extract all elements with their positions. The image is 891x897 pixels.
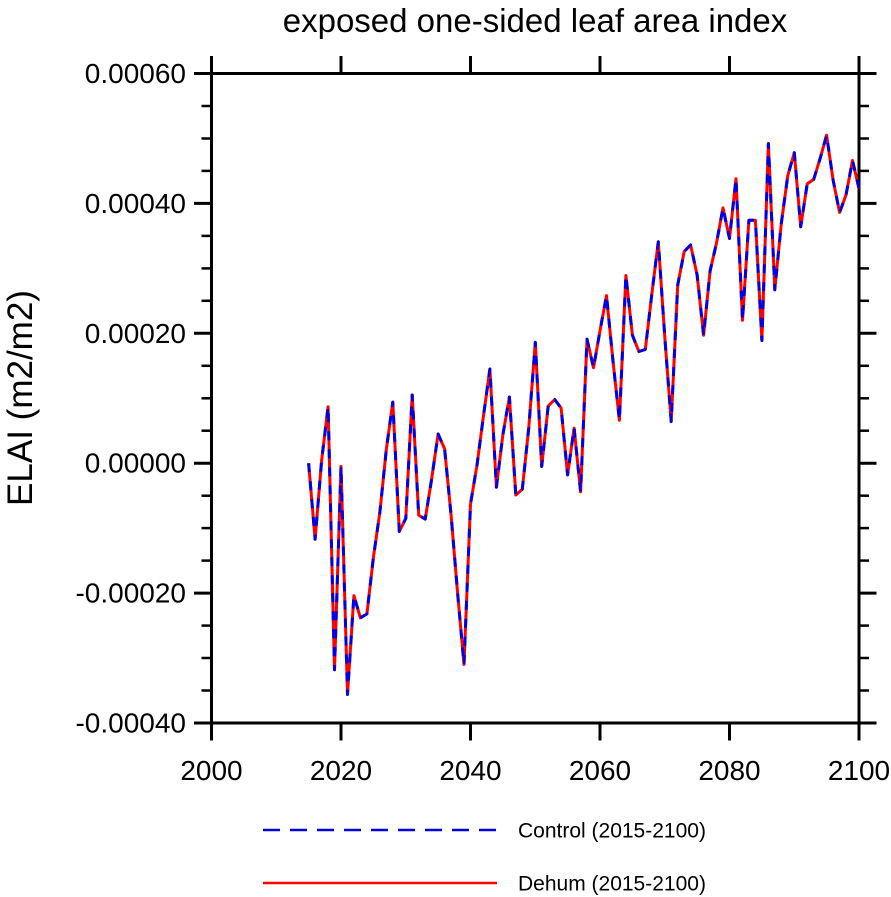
y-tick-label: 0.00000 — [85, 448, 186, 479]
data-series-layer — [307, 133, 861, 696]
x-tick-label: 2100 — [828, 755, 890, 786]
series-line-dehum — [307, 133, 861, 696]
chart-title: exposed one-sided leaf area index — [283, 2, 788, 39]
legend: Control (2015-2100) Dehum (2015-2100) — [263, 820, 706, 896]
y-tick-label: 0.00040 — [85, 188, 186, 219]
y-tick-label: -0.00020 — [75, 578, 186, 609]
legend-label-control: Control (2015-2100) — [518, 820, 706, 843]
x-tick-label: 2040 — [439, 755, 501, 786]
y-axis-label: ELAI (m2/m2) — [1, 290, 40, 506]
x-tick-label: 2060 — [569, 755, 631, 786]
x-tick-label: 2020 — [310, 755, 372, 786]
x-tick-label: 2000 — [180, 755, 242, 786]
y-tick-label: 0.00020 — [85, 318, 186, 349]
y-tick-label: 0.00060 — [85, 58, 186, 89]
legend-label-dehum: Dehum (2015-2100) — [518, 873, 706, 896]
x-tick-label: 2080 — [698, 755, 760, 786]
axes-layer: 0.00060 0.00040 0.00020 0.00000 -0.00020 -0.0… — [75, 56, 890, 786]
series-line-control — [307, 133, 861, 696]
plot-frame — [210, 72, 861, 725]
y-tick-label: -0.00040 — [75, 708, 186, 739]
